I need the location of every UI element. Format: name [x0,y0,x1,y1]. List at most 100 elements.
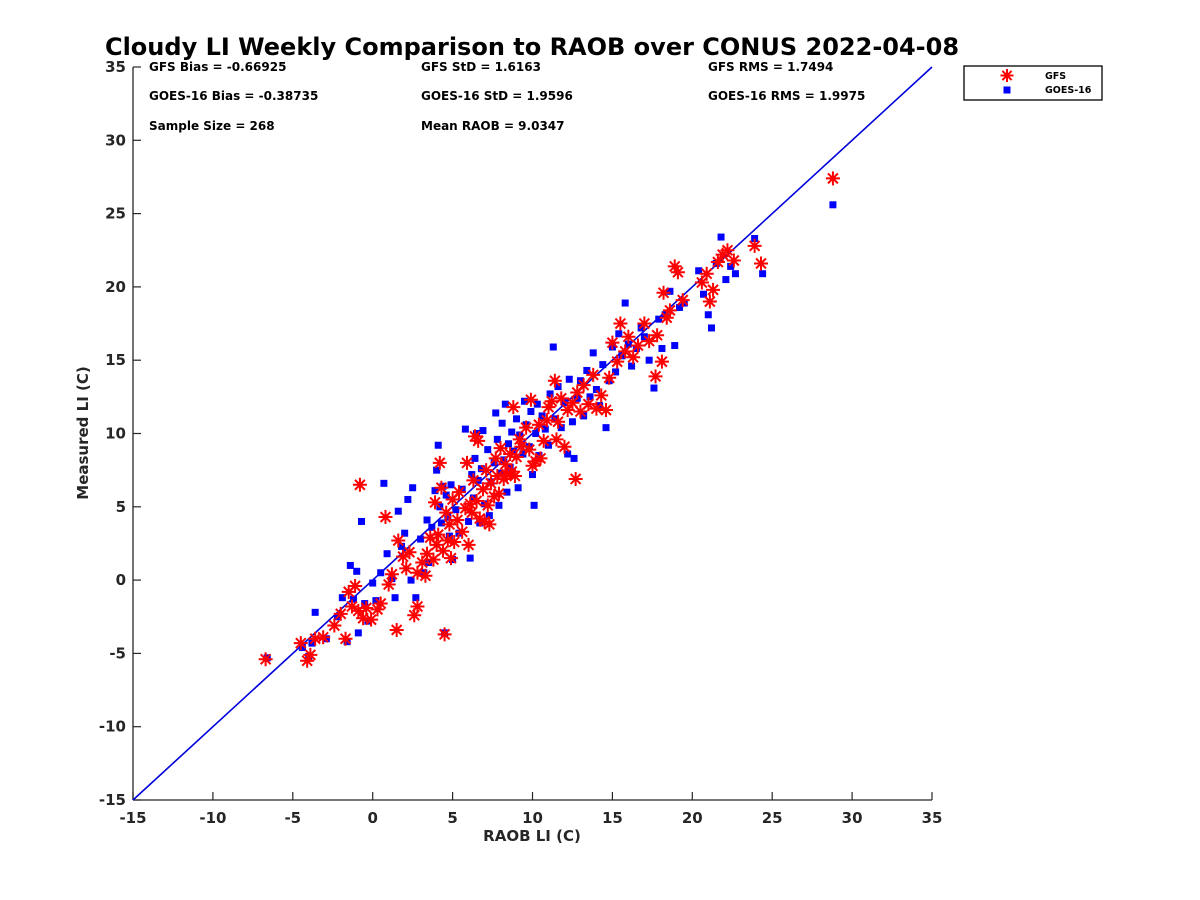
goes16-point [615,330,623,338]
gfs-point [539,413,554,428]
goes16-point [666,287,674,295]
goes16-point [383,550,391,558]
gfs-point [487,489,502,504]
gfs-point [630,338,645,353]
goes16-point [612,368,620,376]
gfs-point [437,627,452,642]
gfs-point [351,603,366,618]
legend: GFS GOES-16 [963,65,1103,101]
gfs-point [434,480,449,495]
x-tick-label: 20 [682,809,703,827]
gfs-point [536,433,551,448]
gfs-point [605,335,620,350]
goes16-point [369,579,377,587]
gfs-point [488,451,503,466]
goes16-point [589,349,597,357]
gfs-point [396,549,411,564]
gfs-point [602,370,617,385]
gfs-point [610,354,625,369]
gfs-point [519,420,534,435]
gfs-point [754,256,769,271]
stat-gfs-bias: GFS Bias = -0.66925 [149,60,286,74]
gfs-point [568,471,583,486]
goes16-point [417,535,425,543]
goes16-point [465,517,473,525]
goes16-point [377,569,385,577]
gfs-point [541,400,556,415]
gfs-point [447,534,462,549]
goes16-point [444,513,452,521]
gfs-point [699,266,714,281]
goes16-point [350,595,358,603]
y-tick-label: 20 [105,278,126,296]
gfs-point [444,551,458,566]
goes16-point [466,554,474,562]
gfs-point [359,600,374,615]
y-tick-label: 10 [105,425,126,443]
gfs-point [654,354,669,369]
gfs-point [461,537,476,552]
goes16-point [423,516,431,524]
goes16-point [695,267,703,275]
gfs-point [258,652,273,667]
goes16-point [570,454,578,462]
goes16-point [503,488,511,496]
x-tick-label: 25 [762,809,783,827]
gfs-point [370,602,385,617]
gfs-point [573,404,588,419]
gfs-point [464,505,479,520]
gfs-point [352,477,367,492]
goes16-point [717,233,725,241]
goes16-point [568,418,576,426]
goes16-point [658,344,666,352]
goes16-point [546,390,554,398]
gfs-point [512,432,527,447]
gfs-point [551,414,566,429]
goes16-point [455,529,463,537]
gfs-point [378,510,393,525]
goes16-point [479,427,487,435]
gfs-point [442,517,457,532]
gfs-point [621,329,636,344]
gfs-point [356,611,371,626]
goes16-point [442,491,450,499]
goes16-point [557,424,565,432]
gfs-point [570,385,585,400]
goes16-point [645,356,653,364]
goes16-point [346,561,354,569]
legend-gfs-label: GFS [1045,71,1066,82]
gfs-point [560,403,575,418]
goes16-point [437,519,445,527]
x-tick-label: 35 [922,809,943,827]
gfs-point [506,400,521,415]
goes16-point [521,397,529,405]
goes16-point [628,362,636,370]
gfs-point [499,467,514,482]
goes16-point [676,303,684,311]
goes16-point [508,428,516,436]
gfs-point [431,527,446,542]
goes16-point [477,465,485,473]
gfs-point [498,457,513,472]
gfs-point [557,439,572,454]
goes16-point [722,276,730,284]
gfs-point [475,482,490,497]
gfs-point [389,622,404,637]
gfs-point [618,344,633,359]
gfs-point [402,545,417,560]
gfs-point [407,608,422,623]
goes16-point [707,324,715,332]
goes16-point [527,408,535,416]
goes16-point [493,435,501,443]
goes16-point [751,235,759,243]
gfs-point [316,630,331,645]
gfs-point [694,275,709,290]
gfs-point [364,612,379,627]
goes16-point [490,459,498,467]
gfs-point [483,476,498,491]
gfs-point [410,599,425,614]
gfs-point [528,454,543,469]
stat-gfs-std: GFS StD = 1.6163 [421,60,541,74]
gfs-point [507,469,522,484]
gfs-point [726,253,741,268]
